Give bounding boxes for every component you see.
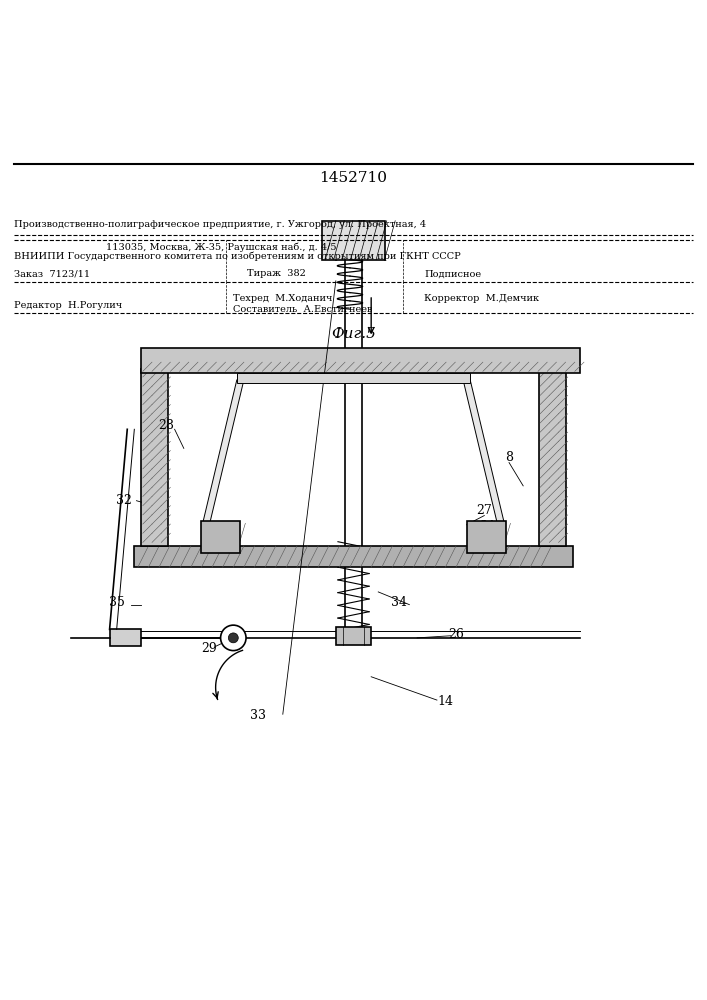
Bar [134, 546, 573, 567]
Bar [201, 521, 240, 553]
Text: 113035, Москва, Ж-35, Раушская наб., д. 4/5: 113035, Москва, Ж-35, Раушская наб., д. … [106, 242, 337, 252]
Text: 28: 28 [158, 419, 174, 432]
Text: 26: 26 [448, 628, 464, 641]
Bar [141, 369, 168, 546]
Circle shape [221, 625, 246, 651]
Text: Производственно-полиграфическое предприятие, г. Ужгород, ул. Проектная, 4: Производственно-полиграфическое предприя… [14, 220, 426, 229]
Text: Подписное: Подписное [424, 269, 481, 278]
Text: 35: 35 [109, 596, 124, 609]
Text: 8: 8 [505, 451, 513, 464]
Bar [467, 521, 506, 553]
Text: 31: 31 [480, 520, 496, 533]
Text: 29: 29 [201, 642, 216, 655]
Text: 34: 34 [392, 596, 407, 609]
Polygon shape [201, 380, 244, 528]
Text: Корректор  М.Демчик: Корректор М.Демчик [424, 294, 539, 303]
Text: Техред  М.Ходанич: Техред М.Ходанич [233, 294, 333, 303]
Bar [539, 369, 566, 546]
Text: 33: 33 [250, 709, 266, 722]
Text: Заказ  7123/11: Заказ 7123/11 [14, 269, 90, 278]
Text: 1452710: 1452710 [320, 171, 387, 185]
Bar [141, 348, 580, 373]
Text: Составитель  А.Евстигнеев: Составитель А.Евстигнеев [233, 305, 373, 314]
Text: ВНИИПИ Государственного комитета по изобретениям и открытиям при ГКНТ СССР: ВНИИПИ Государственного комитета по изоб… [14, 251, 461, 261]
Bar [322, 221, 385, 260]
Text: Фиг.5: Фиг.5 [331, 327, 376, 341]
Text: 27: 27 [477, 504, 492, 517]
Text: Редактор  Н.Рогулич: Редактор Н.Рогулич [14, 301, 122, 310]
Bar [336, 627, 371, 645]
Bar [110, 629, 141, 646]
Text: 14: 14 [438, 695, 453, 708]
Bar [237, 373, 470, 383]
Polygon shape [463, 380, 506, 528]
Text: Тираж  382: Тираж 382 [247, 269, 306, 278]
Circle shape [228, 633, 238, 643]
Text: 32: 32 [116, 493, 132, 506]
